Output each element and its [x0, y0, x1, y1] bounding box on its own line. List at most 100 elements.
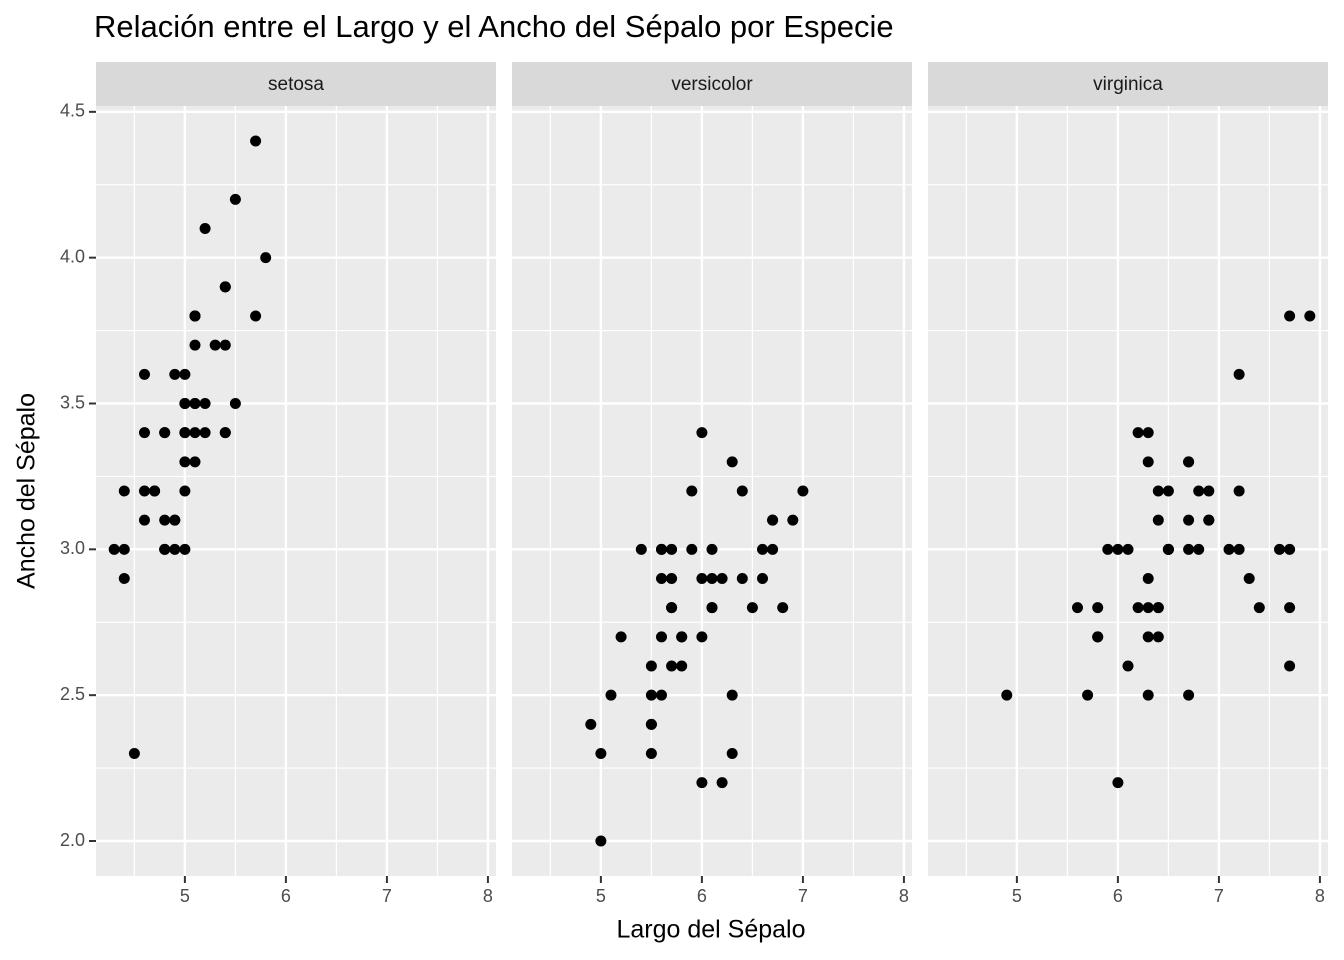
x-tick-label: 6	[281, 886, 291, 906]
point	[736, 485, 748, 497]
strip-label: virginica	[1093, 74, 1163, 95]
point	[716, 777, 728, 789]
point	[595, 748, 607, 759]
point	[179, 485, 191, 497]
panel	[512, 106, 912, 876]
point	[706, 573, 718, 584]
point	[138, 485, 150, 497]
x-tick-label: 8	[483, 886, 493, 906]
y-tick-label: 4.0	[60, 246, 85, 266]
x-tick-label: 7	[382, 886, 392, 906]
point	[179, 456, 191, 468]
point	[585, 718, 597, 730]
point	[1122, 543, 1134, 555]
point	[1152, 485, 1164, 497]
point	[797, 485, 809, 497]
x-axis-label: Largo del Sépalo	[616, 916, 805, 944]
point	[1122, 660, 1134, 672]
y-tick-label: 4.5	[60, 101, 85, 121]
point	[1102, 543, 1114, 555]
point	[1284, 543, 1296, 555]
strip	[512, 62, 912, 106]
point	[1193, 543, 1205, 555]
point	[1132, 427, 1144, 439]
point	[118, 573, 130, 584]
point	[199, 427, 211, 439]
point	[777, 602, 789, 614]
point	[645, 660, 657, 672]
point	[1253, 602, 1265, 614]
point	[1142, 689, 1154, 701]
point	[1243, 573, 1255, 584]
strip	[928, 62, 1328, 106]
point	[1092, 631, 1104, 643]
point	[655, 573, 667, 584]
point	[666, 543, 678, 555]
point	[189, 456, 201, 468]
point	[726, 456, 738, 468]
x-tick-label: 8	[899, 886, 909, 906]
point	[1233, 485, 1245, 497]
point	[169, 368, 181, 380]
strip-label: versicolor	[671, 74, 753, 95]
x-tick-label: 7	[798, 886, 808, 906]
point	[1162, 543, 1174, 555]
point	[219, 281, 231, 293]
point	[655, 631, 667, 643]
point	[149, 485, 161, 497]
point	[1142, 573, 1154, 584]
point	[219, 339, 231, 351]
point	[1183, 543, 1195, 555]
point	[655, 689, 667, 701]
point	[1183, 689, 1195, 701]
point	[686, 543, 698, 555]
point	[1183, 456, 1195, 468]
point	[1284, 602, 1296, 614]
point	[645, 718, 657, 730]
point	[159, 514, 171, 526]
y-tick-label: 3.5	[60, 392, 85, 412]
point	[1193, 485, 1205, 497]
panel	[928, 106, 1328, 876]
point	[767, 543, 779, 555]
chart-title: Relación entre el Largo y el Ancho del S…	[94, 9, 894, 44]
point	[696, 427, 708, 439]
point	[1284, 660, 1296, 672]
point	[179, 427, 191, 439]
point	[645, 689, 657, 701]
point	[108, 543, 120, 555]
point	[118, 485, 130, 497]
point	[615, 631, 627, 643]
x-tick-label: 5	[1012, 886, 1022, 906]
y-axis-label: Ancho del Sépalo	[13, 393, 41, 589]
point	[726, 689, 738, 701]
point	[128, 748, 140, 759]
point	[595, 835, 607, 847]
point	[209, 339, 221, 351]
x-tick-label: 6	[1113, 886, 1123, 906]
point	[159, 427, 171, 439]
point	[219, 427, 231, 439]
x-tick-label: 7	[1214, 886, 1224, 906]
point	[746, 602, 758, 614]
point	[250, 310, 262, 322]
point	[787, 514, 799, 526]
point	[1082, 689, 1094, 701]
point	[138, 427, 150, 439]
y-tick-label: 2.5	[60, 684, 85, 704]
point	[159, 543, 171, 555]
x-tick-label: 6	[697, 886, 707, 906]
x-tick-label: 5	[180, 886, 190, 906]
point	[229, 398, 241, 409]
point	[1203, 485, 1215, 497]
point	[757, 573, 769, 584]
point	[199, 398, 211, 409]
point	[696, 573, 708, 584]
point	[726, 748, 738, 759]
point	[1142, 631, 1154, 643]
point	[666, 660, 678, 672]
point	[189, 310, 201, 322]
point	[645, 748, 657, 759]
point	[605, 689, 617, 701]
point	[1223, 543, 1235, 555]
